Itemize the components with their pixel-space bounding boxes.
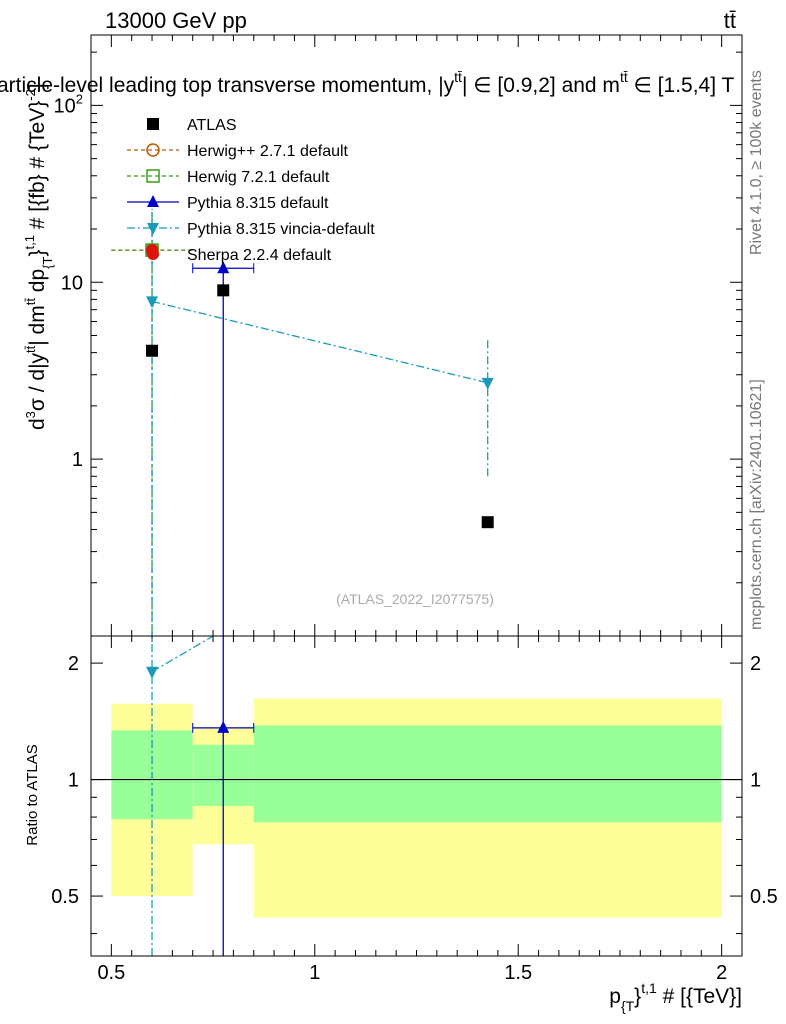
legend-item: Sherpa 2.2.4 default — [147, 247, 332, 264]
ratio-y-tick-label: 2 — [68, 653, 79, 675]
ratio-y-tick-label-right: 0.5 — [750, 886, 778, 908]
series-pythia-8-315-default — [192, 261, 255, 636]
main-y-axis-label: d3σ / d|ytt̄| dmtt̄ dp{T}t,1 # [{fb} # {… — [22, 83, 55, 430]
data-point — [217, 284, 230, 297]
ratio-series-pythia-8-315-vincia-default — [146, 636, 215, 956]
series-line — [151, 300, 488, 384]
legend-item: ATLAS — [147, 117, 237, 134]
ratio-series-line — [151, 636, 215, 673]
source-label: mcplots.cern.ch [arXiv:2401.10621] — [748, 379, 765, 630]
ratio-y-axis-label: Ratio to ATLAS — [24, 744, 41, 845]
series-pythia-8-315-vincia-default — [146, 208, 494, 636]
plot-title: article-level leading top transverse mom… — [0, 69, 735, 97]
energy-label: 13000 GeV pp — [105, 8, 247, 33]
process-label: tt̄ — [724, 8, 736, 33]
data-point — [217, 261, 230, 274]
ratio-y-tick-label-right: 2 — [750, 653, 761, 675]
data-point — [146, 296, 159, 309]
legend-item: Pythia 8.315 default — [127, 195, 329, 212]
data-point — [481, 377, 494, 390]
legend-label: ATLAS — [187, 117, 237, 134]
legend-label: Herwig++ 2.7.1 default — [187, 143, 349, 160]
ratio-data-layer — [91, 636, 742, 956]
x-tick-label: 0.5 — [97, 962, 125, 984]
legend-label: Sherpa 2.2.4 default — [187, 247, 332, 264]
ratio-y-tick-label: 0.5 — [51, 886, 79, 908]
legend-item: Herwig++ 2.7.1 default — [127, 143, 349, 160]
x-tick-label: 1.5 — [504, 962, 532, 984]
ratio-data-point — [217, 720, 230, 733]
ratio-y-tick-label: 1 — [68, 770, 79, 792]
ratio-y-tick-label-right: 1 — [750, 770, 761, 792]
ratio-series-pythia-8-315-default — [192, 636, 255, 956]
legend-label: Herwig 7.2.1 default — [187, 169, 330, 186]
data-point — [481, 516, 494, 529]
legend-marker — [147, 223, 159, 235]
x-tick-label: 2 — [716, 962, 727, 984]
legend-label: Pythia 8.315 vincia-default — [187, 221, 375, 238]
analysis-watermark: (ATLAS_2022_I2077575) — [336, 591, 494, 607]
y-tick-label: 10 — [61, 272, 83, 294]
legend-marker — [147, 248, 159, 260]
legend-item: Pythia 8.315 vincia-default — [127, 221, 375, 238]
ratio-plot-panel: 0.5 0.5 1 1 2 2 — [51, 635, 778, 957]
x-axis-label: p{T}t,1 # [{TeV}] — [609, 980, 742, 1014]
rivet-label: Rivet 4.1.0, ≥ 100k events — [748, 70, 765, 255]
legend-marker — [147, 118, 159, 130]
legend: ATLAS Herwig++ 2.7.1 default Herwig 7.2.1 … — [127, 117, 375, 264]
uncertainty-band-stat — [253, 725, 722, 823]
series-atlas — [146, 284, 494, 529]
x-tick-label: 1 — [309, 962, 320, 984]
legend-marker — [146, 143, 160, 157]
data-point — [146, 344, 159, 357]
ratio-data-point — [146, 666, 159, 679]
y-tick-label: 1 — [72, 449, 83, 471]
legend-marker — [147, 195, 159, 207]
legend-item: Herwig 7.2.1 default — [127, 169, 330, 186]
legend-label: Pythia 8.315 default — [187, 195, 329, 212]
legend-marker — [146, 169, 160, 183]
ratio-frame — [90, 635, 743, 957]
